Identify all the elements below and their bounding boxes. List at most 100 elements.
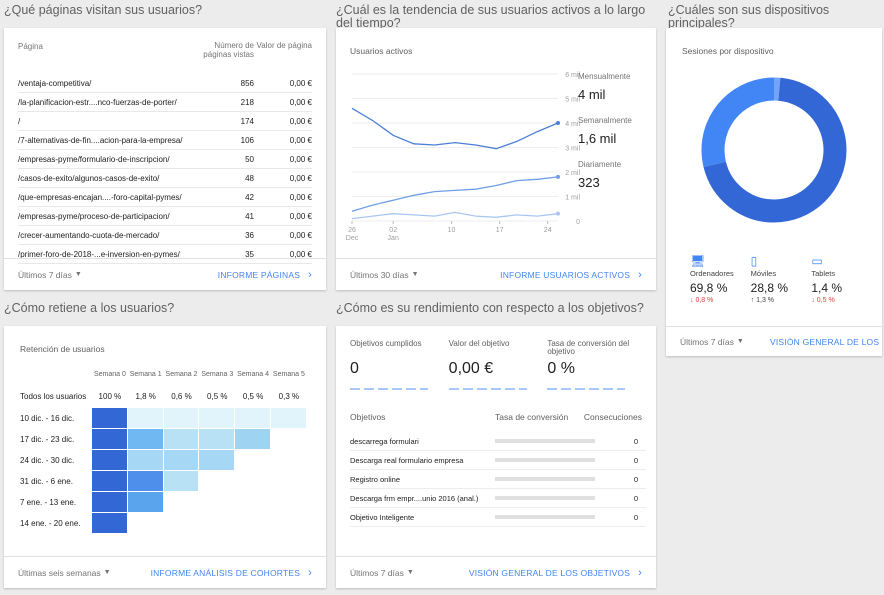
retention-all-users-label: Todos los usuarios	[20, 392, 87, 401]
cohort-cell[interactable]	[235, 429, 270, 449]
cohort-cell[interactable]	[92, 471, 127, 491]
all-users-value: 1,8 %	[135, 392, 156, 401]
goal-completions: 0	[633, 493, 638, 503]
page-path[interactable]: /que-empresas-encajan....-foro-capital-p…	[18, 192, 182, 202]
page-value: 0,00 €	[289, 192, 312, 202]
pages-table-header: Página Número de páginas vistas Valor de…	[18, 41, 312, 59]
table-row[interactable]: /ventaja-competitiva/856 0,00 €	[18, 74, 312, 93]
goals-overview-link[interactable]: VISIÓN GENERAL DE LOS OBJETIVOS ›	[469, 567, 642, 579]
table-row[interactable]: / 174 0,00 €	[18, 112, 312, 131]
donut-slice-1[interactable]	[701, 77, 847, 223]
table-row[interactable]: descarrega formulari 0	[350, 432, 646, 451]
week-header: Semana 5	[272, 371, 305, 378]
series-endpoint-0	[556, 121, 560, 125]
goal-metric-sparkline	[547, 388, 626, 390]
cohort-cell[interactable]	[163, 471, 199, 491]
page-path[interactable]: /empresas-pyme/proceso-de-participacion/	[18, 211, 170, 221]
period-label: Últimos 7 días	[18, 269, 72, 280]
week-header: Semana 1	[129, 371, 162, 378]
week-header: Semana 2	[165, 371, 198, 378]
goals-period-dropdown[interactable]: Últimos 7 días ▼	[350, 568, 414, 578]
table-row[interactable]: /7-alternativas-de-fin....acion-para-la-…	[18, 131, 312, 150]
y-tick-label: 6 mil	[565, 72, 580, 79]
page-path[interactable]: /la-planificacion-estr....nco-fuerzas-de…	[18, 97, 177, 107]
cohort-cell[interactable]	[163, 408, 199, 428]
series-line-2	[351, 211, 559, 220]
devices-legend: 🖥 Ordenadores 69,8 % ↓ 0,8 % ▯ Móviles 28,8 % ↑…	[690, 254, 872, 304]
page-path[interactable]: /primer-foro-de-2018-...e-inversion-en-p…	[18, 249, 180, 259]
pages-report-link[interactable]: INFORME PÁGINAS ›	[218, 269, 312, 281]
page-path[interactable]: /7-alternativas-de-fin....acion-para-la-…	[18, 135, 183, 145]
cohort-cell[interactable]	[92, 513, 127, 533]
page-value: 0,00 €	[289, 78, 312, 88]
cohort-cell[interactable]	[92, 408, 127, 428]
table-row[interactable]: /casos-de-exito/algunos-casos-de-exito/4…	[18, 169, 312, 188]
cohort-cell[interactable]	[92, 429, 127, 449]
devices-period-dropdown[interactable]: Últimos 7 días ▼	[680, 337, 744, 347]
goal-name: Objetivo Inteligente	[350, 512, 415, 522]
stat-label: Diariamente	[578, 160, 622, 169]
table-row[interactable]: /primer-foro-de-2018-...e-inversion-en-p…	[18, 245, 312, 264]
cohort-cell[interactable]	[271, 408, 306, 428]
desktop-icon: 🖥	[690, 254, 706, 268]
goal-metric: Valor del objetivo 0,00 €	[448, 340, 548, 390]
cohort-report-link[interactable]: INFORME ANÁLISIS DE COHORTES ›	[151, 567, 312, 579]
cohort-cell[interactable]	[199, 429, 235, 449]
stat-label: Mensualmente	[578, 72, 631, 81]
cohort-cell[interactable]	[235, 408, 270, 428]
page-path[interactable]: /casos-de-exito/algunos-casos-de-exito/	[18, 173, 160, 183]
cohort-cell[interactable]	[92, 450, 127, 470]
cohort-cell[interactable]	[127, 450, 163, 470]
page-path[interactable]: /	[18, 116, 21, 126]
cohort-cell[interactable]	[127, 471, 163, 491]
caret-down-icon: ▼	[411, 271, 419, 278]
cohort-cell[interactable]	[127, 408, 163, 428]
page-views: 42	[245, 192, 254, 202]
cohort-cell[interactable]	[127, 492, 163, 512]
table-row[interactable]: /empresas-pyme/proceso-de-participacion/…	[18, 207, 312, 226]
x-tick-label: 02	[389, 227, 397, 234]
retention-period-dropdown[interactable]: Últimas seis semanas ▼	[18, 568, 111, 578]
active-users-report-link[interactable]: INFORME USUARIOS ACTIVOS ›	[500, 269, 642, 281]
cohort-cell[interactable]	[163, 429, 199, 449]
cohort-cell[interactable]	[199, 408, 235, 428]
cohort-cell[interactable]	[199, 450, 235, 470]
table-row[interactable]: /que-empresas-encajan....-foro-capital-p…	[18, 188, 312, 207]
devices-card: Sesiones por dispositivo 🖥 Ordenadores 69,…	[666, 28, 882, 356]
cohort-cell[interactable]	[163, 450, 199, 470]
pages-period-dropdown[interactable]: Últimos 7 días ▼	[18, 270, 82, 280]
table-row[interactable]: /la-planificacion-estr....nco-fuerzas-de…	[18, 93, 312, 112]
x-tick-label: 10	[448, 227, 456, 234]
donut-slice-0[interactable]	[701, 77, 847, 223]
section-title-devices: ¿Cuáles son sus dispositivos principales…	[668, 3, 830, 30]
table-row[interactable]: /crecer-aumentando-cuota-de-mercado/36 0,…	[18, 226, 312, 245]
device-percentage: 1,4 %	[811, 281, 843, 295]
col-count-header: Consecuciones	[583, 412, 642, 422]
goal-metric: Tasa de conversión del objetivo 0 %	[547, 340, 646, 390]
active-users-stat: Mensualmente 4 mil	[578, 72, 648, 102]
devices-overview-link[interactable]: VISIÓN GENERAL DE LOS MÓ	[770, 337, 882, 347]
page-path[interactable]: /empresas-pyme/formulario-de-inscripcion…	[18, 154, 170, 164]
page-path[interactable]: /crecer-aumentando-cuota-de-mercado/	[18, 230, 160, 240]
active-period-dropdown[interactable]: Últimos 30 días ▼	[350, 270, 419, 280]
devices-donut-chart	[701, 77, 847, 223]
table-row[interactable]: Objetivo Inteligente 0	[350, 508, 646, 527]
active-users-stat: Diariamente 323	[578, 160, 648, 190]
series-line-1	[351, 176, 559, 212]
all-users-value: 0,3 %	[278, 392, 300, 401]
table-row[interactable]: /empresas-pyme/formulario-de-inscripcion…	[18, 150, 312, 169]
table-row[interactable]: Descarga real formulario empresa 0	[350, 451, 646, 470]
table-row[interactable]: Registro online 0	[350, 470, 646, 489]
device-percentage: 28,8 %	[750, 281, 789, 295]
series-line-0	[351, 107, 559, 150]
report-link-label: INFORME PÁGINAS	[217, 269, 301, 280]
cohort-cell[interactable]	[127, 429, 163, 449]
cohort-row-label: 24 dic. - 30 dic.	[20, 456, 75, 465]
table-row[interactable]: Descarga frm empr....unio 2016 (anal.) 0	[350, 489, 646, 508]
page-views: 35	[245, 249, 254, 259]
cohort-cell[interactable]	[92, 492, 127, 512]
device-name: Tablets	[811, 269, 836, 278]
page-views: 48	[245, 173, 254, 183]
page-path[interactable]: /ventaja-competitiva/	[18, 78, 92, 88]
active-users-label: Usuarios activos	[350, 46, 413, 56]
